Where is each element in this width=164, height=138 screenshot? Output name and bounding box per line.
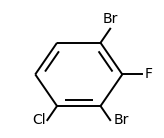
Text: Br: Br (113, 113, 129, 127)
Text: F: F (145, 67, 153, 81)
Text: Br: Br (102, 12, 118, 26)
Text: Cl: Cl (32, 113, 46, 127)
